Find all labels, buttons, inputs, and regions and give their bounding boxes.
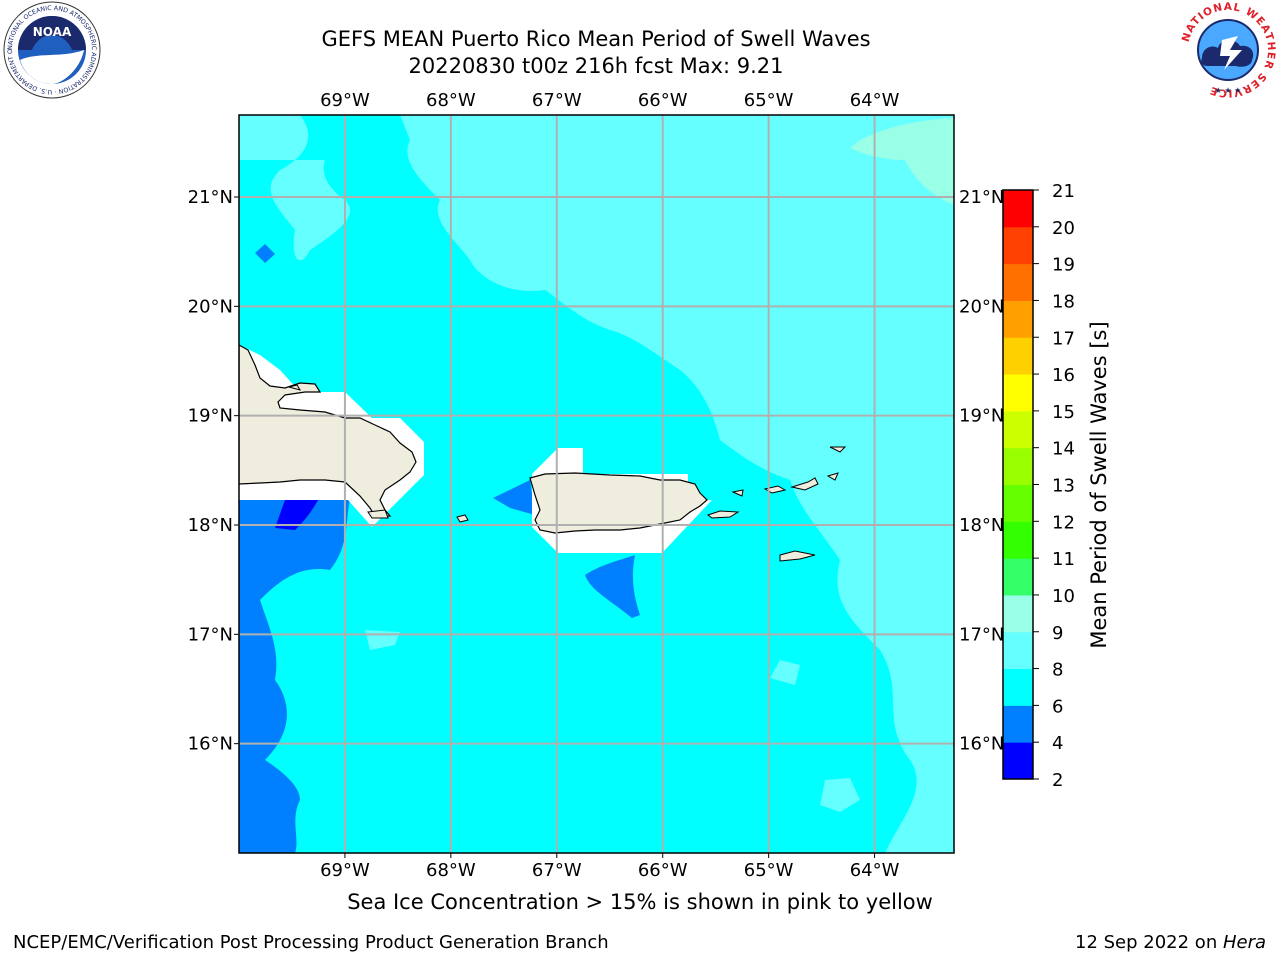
lon-label-top: 65°W bbox=[744, 90, 794, 111]
colorbar-tick-label: 16 bbox=[1052, 365, 1075, 386]
colorbar-label: Mean Period of Swell Waves [s] bbox=[1087, 321, 1111, 648]
colorbar-segment bbox=[1003, 742, 1033, 780]
lon-label-bottom: 69°W bbox=[320, 860, 370, 881]
lat-label-right: 21°N bbox=[959, 187, 1004, 208]
footer-credit: NCEP/EMC/Verification Post Processing Pr… bbox=[13, 932, 609, 953]
colorbar-tick-label: 4 bbox=[1052, 733, 1063, 754]
island bbox=[779, 550, 816, 562]
lon-label-top: 68°W bbox=[426, 90, 476, 111]
hispaniola-landmass bbox=[239, 344, 417, 517]
lat-label-left: 16°N bbox=[188, 734, 233, 755]
colorbar-tick-label: 9 bbox=[1052, 623, 1063, 644]
sea-ice-caption: Sea Ice Concentration > 15% is shown in … bbox=[347, 890, 933, 914]
lat-label-right: 20°N bbox=[959, 296, 1004, 317]
lon-label-bottom: 66°W bbox=[638, 860, 688, 881]
map-frame bbox=[238, 114, 955, 854]
swell-contour-4-6 bbox=[585, 555, 640, 618]
colorbar-segment bbox=[1003, 410, 1033, 449]
colorbar-segment bbox=[1003, 263, 1033, 301]
nws-logo: NATIONAL WEATHER SERVICE ★ ★ ★ bbox=[1178, 0, 1278, 100]
lat-label-left: 18°N bbox=[188, 515, 233, 536]
footer-date: 12 Sep 2022 on Hera bbox=[1075, 932, 1266, 953]
lon-label-top: 66°W bbox=[638, 90, 688, 111]
swell-contour-4-6 bbox=[239, 500, 350, 853]
map-title: GEFS MEAN Puerto Rico Mean Period of Swe… bbox=[321, 27, 871, 51]
lat-label-right: 16°N bbox=[959, 734, 1004, 755]
island bbox=[287, 384, 302, 391]
colorbar-segment bbox=[1003, 447, 1033, 485]
colorbar-segment bbox=[1003, 190, 1033, 228]
swell-contour-8-9 bbox=[239, 115, 351, 261]
noaa-logo-text: NOAA bbox=[33, 25, 72, 39]
colorbar-segment bbox=[1003, 668, 1033, 706]
lat-label-right: 19°N bbox=[959, 406, 1004, 427]
colorbar-segment bbox=[1003, 300, 1033, 338]
colorbar-tick-label: 14 bbox=[1052, 439, 1075, 460]
island bbox=[731, 489, 744, 497]
island bbox=[826, 472, 839, 481]
colorbar-tick-label: 20 bbox=[1052, 218, 1075, 239]
colorbar-segment bbox=[1003, 337, 1033, 375]
lat-label-left: 20°N bbox=[188, 296, 233, 317]
lat-label-left: 19°N bbox=[188, 406, 233, 427]
island bbox=[367, 509, 389, 519]
lat-label-right: 17°N bbox=[959, 624, 1004, 645]
colorbar-tick-label: 19 bbox=[1052, 255, 1075, 276]
lon-label-top: 67°W bbox=[532, 90, 582, 111]
map-subtitle: 20220830 t00z 216h fcst Max: 9.21 bbox=[408, 54, 784, 78]
lat-label-right: 18°N bbox=[959, 515, 1004, 536]
swell-contour-9-10 bbox=[850, 118, 954, 205]
colorbar-tick-label: 18 bbox=[1052, 291, 1075, 312]
colorbar-tick-label: 11 bbox=[1052, 549, 1075, 570]
svg-text:★ ★ ★: ★ ★ ★ bbox=[1215, 86, 1242, 95]
island bbox=[763, 485, 787, 494]
colorbar-tick-label: 13 bbox=[1052, 476, 1075, 497]
swell-contour-8-9 bbox=[770, 660, 800, 685]
footer-host: Hera bbox=[1222, 932, 1266, 953]
island bbox=[706, 510, 740, 519]
swell-contour-8-9 bbox=[820, 778, 860, 812]
lon-label-bottom: 65°W bbox=[744, 860, 794, 881]
colorbar-segment bbox=[1003, 374, 1033, 412]
island bbox=[790, 477, 819, 491]
colorbar-tick-label: 2 bbox=[1052, 770, 1063, 791]
island bbox=[829, 446, 847, 453]
colorbar-segment bbox=[1003, 484, 1033, 522]
colorbar-segment bbox=[1003, 594, 1033, 633]
lat-label-left: 21°N bbox=[188, 187, 233, 208]
lon-label-bottom: 64°W bbox=[850, 860, 900, 881]
colorbar-segment bbox=[1003, 631, 1033, 670]
colorbar-segment bbox=[1003, 521, 1033, 559]
lon-label-top: 69°W bbox=[320, 90, 370, 111]
swell-contour-2-4 bbox=[275, 500, 318, 530]
swell-contour-4-6 bbox=[255, 244, 275, 263]
colorbar-segment bbox=[1003, 705, 1033, 743]
lat-label-left: 17°N bbox=[188, 624, 233, 645]
colorbar-tick-label: 6 bbox=[1052, 696, 1063, 717]
lon-label-bottom: 67°W bbox=[532, 860, 582, 881]
colorbar-tick-label: 8 bbox=[1052, 660, 1063, 681]
footer-date-text: 12 Sep 2022 on bbox=[1075, 932, 1223, 953]
lon-label-top: 64°W bbox=[850, 90, 900, 111]
lon-label-bottom: 68°W bbox=[426, 860, 476, 881]
colorbar-tick-label: 15 bbox=[1052, 402, 1075, 423]
colorbar-tick-label: 10 bbox=[1052, 586, 1075, 607]
noaa-logo: NATIONAL OCEANIC AND ATMOSPHERIC ADMINIS… bbox=[0, 0, 102, 100]
colorbar-tick-label: 17 bbox=[1052, 328, 1075, 349]
colorbar-segment bbox=[1003, 558, 1033, 596]
colorbar-segment bbox=[1003, 226, 1033, 265]
island bbox=[456, 514, 469, 523]
swell-contour-8-9 bbox=[400, 115, 954, 853]
colorbar-tick-label: 12 bbox=[1052, 512, 1075, 533]
swell-contour-4-6 bbox=[493, 480, 535, 515]
colorbar-tick-label: 21 bbox=[1052, 181, 1075, 202]
